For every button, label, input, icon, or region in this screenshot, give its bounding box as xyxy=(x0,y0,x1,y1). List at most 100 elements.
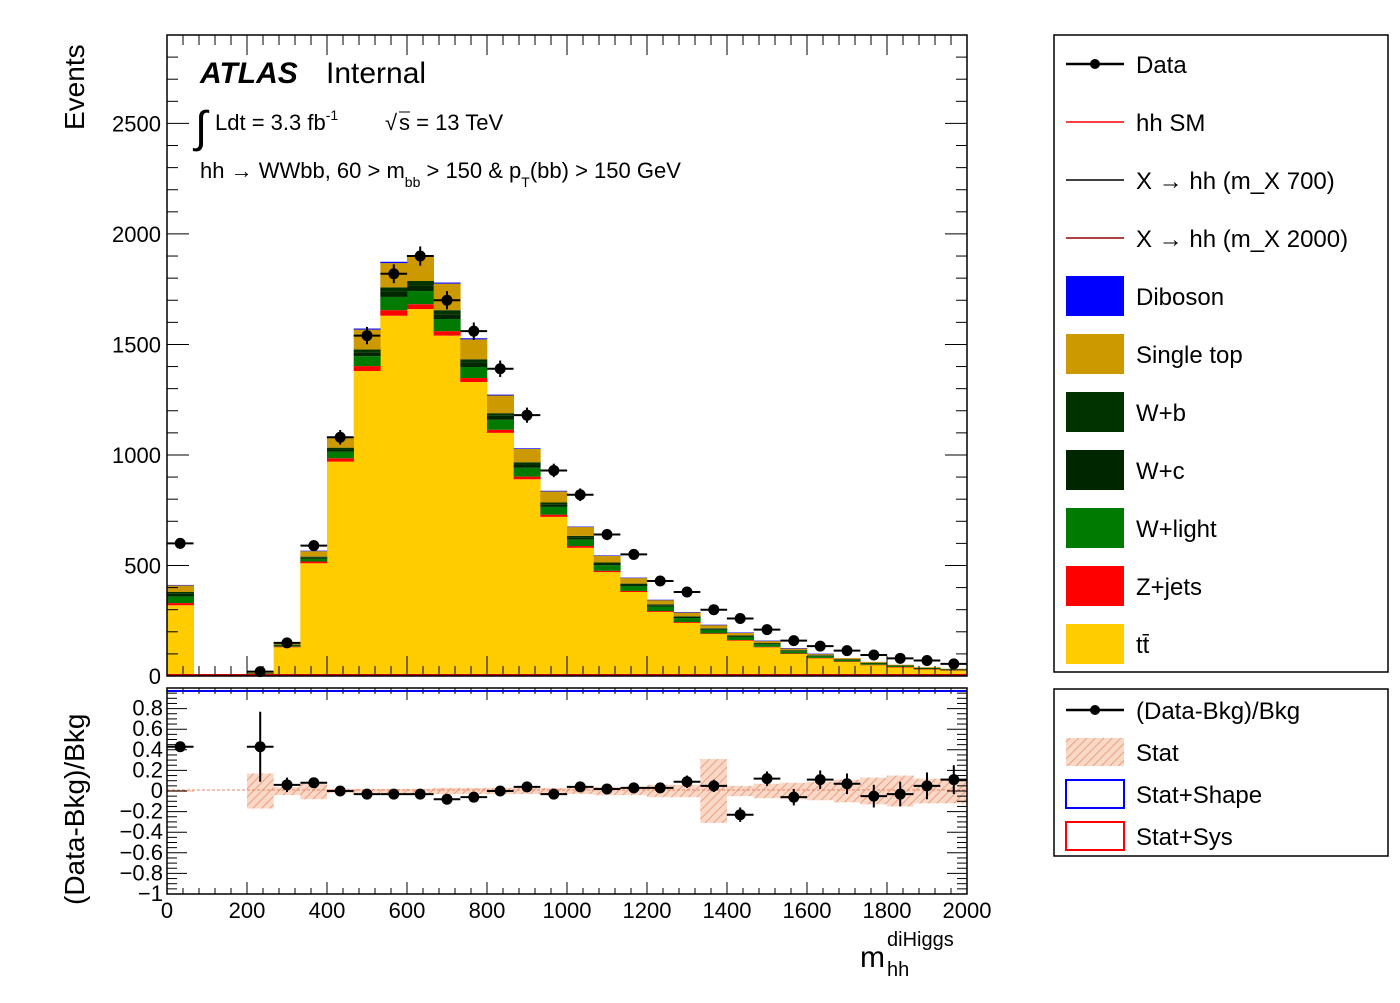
luminosity-text: Ldt = 3.3 fb-1 xyxy=(215,107,338,135)
bar-tt xyxy=(780,653,808,676)
bar-w-b xyxy=(460,359,488,363)
ratio-y-tick-label: −1 xyxy=(138,881,163,906)
data-point xyxy=(761,624,773,636)
stat-band-bin xyxy=(753,783,781,799)
bar-z-jets xyxy=(487,429,514,433)
ratio-point xyxy=(654,782,666,794)
bar-z-jets xyxy=(887,666,914,668)
main-y-axis: 0 500 1000 1500 2000 2500 xyxy=(112,34,967,689)
bar-diboson xyxy=(753,640,781,642)
bar-w-b xyxy=(487,413,514,416)
bar-w-c xyxy=(407,285,434,291)
bar-w-light xyxy=(887,665,914,667)
bar-tt xyxy=(647,611,674,676)
bar-w-light xyxy=(327,451,354,459)
bar-z-jets xyxy=(780,653,808,654)
legend-main-4-label: Diboson xyxy=(1136,284,1224,311)
ratio-point xyxy=(521,781,533,793)
bar-diboson xyxy=(647,599,674,601)
y-tick-label: 0 xyxy=(149,664,161,689)
data-point xyxy=(654,575,666,587)
bar-w-c xyxy=(167,593,194,597)
bar-w-b xyxy=(327,447,354,450)
x-tick-label: 1800 xyxy=(863,898,912,923)
ratio-point xyxy=(788,791,800,803)
bar-w-b xyxy=(380,287,408,292)
bar-z-jets xyxy=(567,546,594,548)
bar-tt xyxy=(727,640,754,676)
bar-z-jets xyxy=(833,661,861,662)
bar-w-light xyxy=(940,669,968,671)
bar-tt xyxy=(567,547,594,676)
bar-tt xyxy=(433,335,461,676)
bar-z-jets xyxy=(327,458,354,462)
bar-w-light xyxy=(460,366,488,379)
integral-sign: ∫ xyxy=(192,103,210,152)
bar-w-c xyxy=(513,464,541,468)
legend-main-8-label: W+light xyxy=(1136,516,1217,543)
bar-w-b xyxy=(753,643,781,644)
bar-w-b xyxy=(780,650,808,651)
ratio-y-tick-label: 0.6 xyxy=(132,716,163,741)
ratio-point xyxy=(388,788,400,800)
bar-tt xyxy=(887,667,914,676)
bar-w-b xyxy=(513,462,541,465)
luminosity-label: ∫ Ldt = 3.3 fb-1 √ s = 13 TeV xyxy=(192,103,503,152)
bar-w-b xyxy=(860,662,888,664)
bar-w-c xyxy=(327,449,354,452)
bar-z-jets xyxy=(673,622,701,623)
bar-w-c xyxy=(487,415,514,420)
data-point xyxy=(494,363,506,375)
ratio-y-tick-label: 0.2 xyxy=(132,757,163,782)
bar-w-b xyxy=(300,556,328,558)
bar-single-top xyxy=(700,624,728,629)
bar-single-top xyxy=(913,667,941,668)
data-point xyxy=(281,637,293,649)
legend-ratio-0-marker xyxy=(1090,705,1100,715)
bar-z-jets xyxy=(913,669,941,670)
x-tick-label: 1200 xyxy=(623,898,672,923)
ratio-y-axis: −1−0.8−0.6−0.4−0.200.20.40.60.8 xyxy=(120,687,967,906)
data-point xyxy=(601,529,613,541)
legend-main-9-label: Z+jets xyxy=(1136,574,1202,601)
legend-main-0-label: Data xyxy=(1136,52,1187,79)
bar-tt xyxy=(300,563,328,676)
legend-main-9-swatch xyxy=(1066,566,1124,606)
bar-single-top xyxy=(647,599,674,605)
legend-ratio-0-label: (Data-Bkg)/Bkg xyxy=(1136,698,1300,725)
legend-main-0-marker xyxy=(1090,59,1100,69)
data-point xyxy=(174,537,186,549)
bar-w-c xyxy=(593,563,621,566)
bar-w-light xyxy=(353,356,381,367)
bar-single-top xyxy=(860,661,888,663)
ratio-x-axis: 0 200 400 600 800 1000 1200 1400 1600 1800 2000 xyxy=(161,688,991,923)
bar-z-jets xyxy=(807,657,834,659)
ratio-point xyxy=(361,788,373,800)
x-tick-label: 1600 xyxy=(783,898,832,923)
bar-w-c xyxy=(673,616,701,619)
bar-single-top xyxy=(460,339,488,360)
ratio-point xyxy=(601,783,613,795)
bar-single-top xyxy=(620,578,648,584)
bar-z-jets xyxy=(540,514,568,517)
bar-w-b xyxy=(807,655,834,656)
ratio-y-tick-label: −0.2 xyxy=(120,799,163,824)
ratio-point xyxy=(468,791,480,803)
bar-diboson xyxy=(807,653,834,655)
bar-w-light xyxy=(433,319,461,332)
bar-w-light xyxy=(540,506,568,515)
bar-w-c xyxy=(300,557,328,559)
bar-diboson xyxy=(487,394,514,396)
bar-tt xyxy=(513,479,541,676)
bar-w-light xyxy=(380,296,408,311)
ratio-points xyxy=(166,711,968,822)
bar-z-jets xyxy=(167,603,194,606)
x-tick-label: 400 xyxy=(309,898,346,923)
data-point xyxy=(388,268,400,280)
stat-band-bin xyxy=(460,787,487,795)
data-points xyxy=(166,246,968,678)
ratio-point xyxy=(814,774,826,786)
y-tick-label: 2000 xyxy=(112,222,161,247)
bar-z-jets xyxy=(460,378,488,383)
bar-diboson xyxy=(540,490,568,492)
